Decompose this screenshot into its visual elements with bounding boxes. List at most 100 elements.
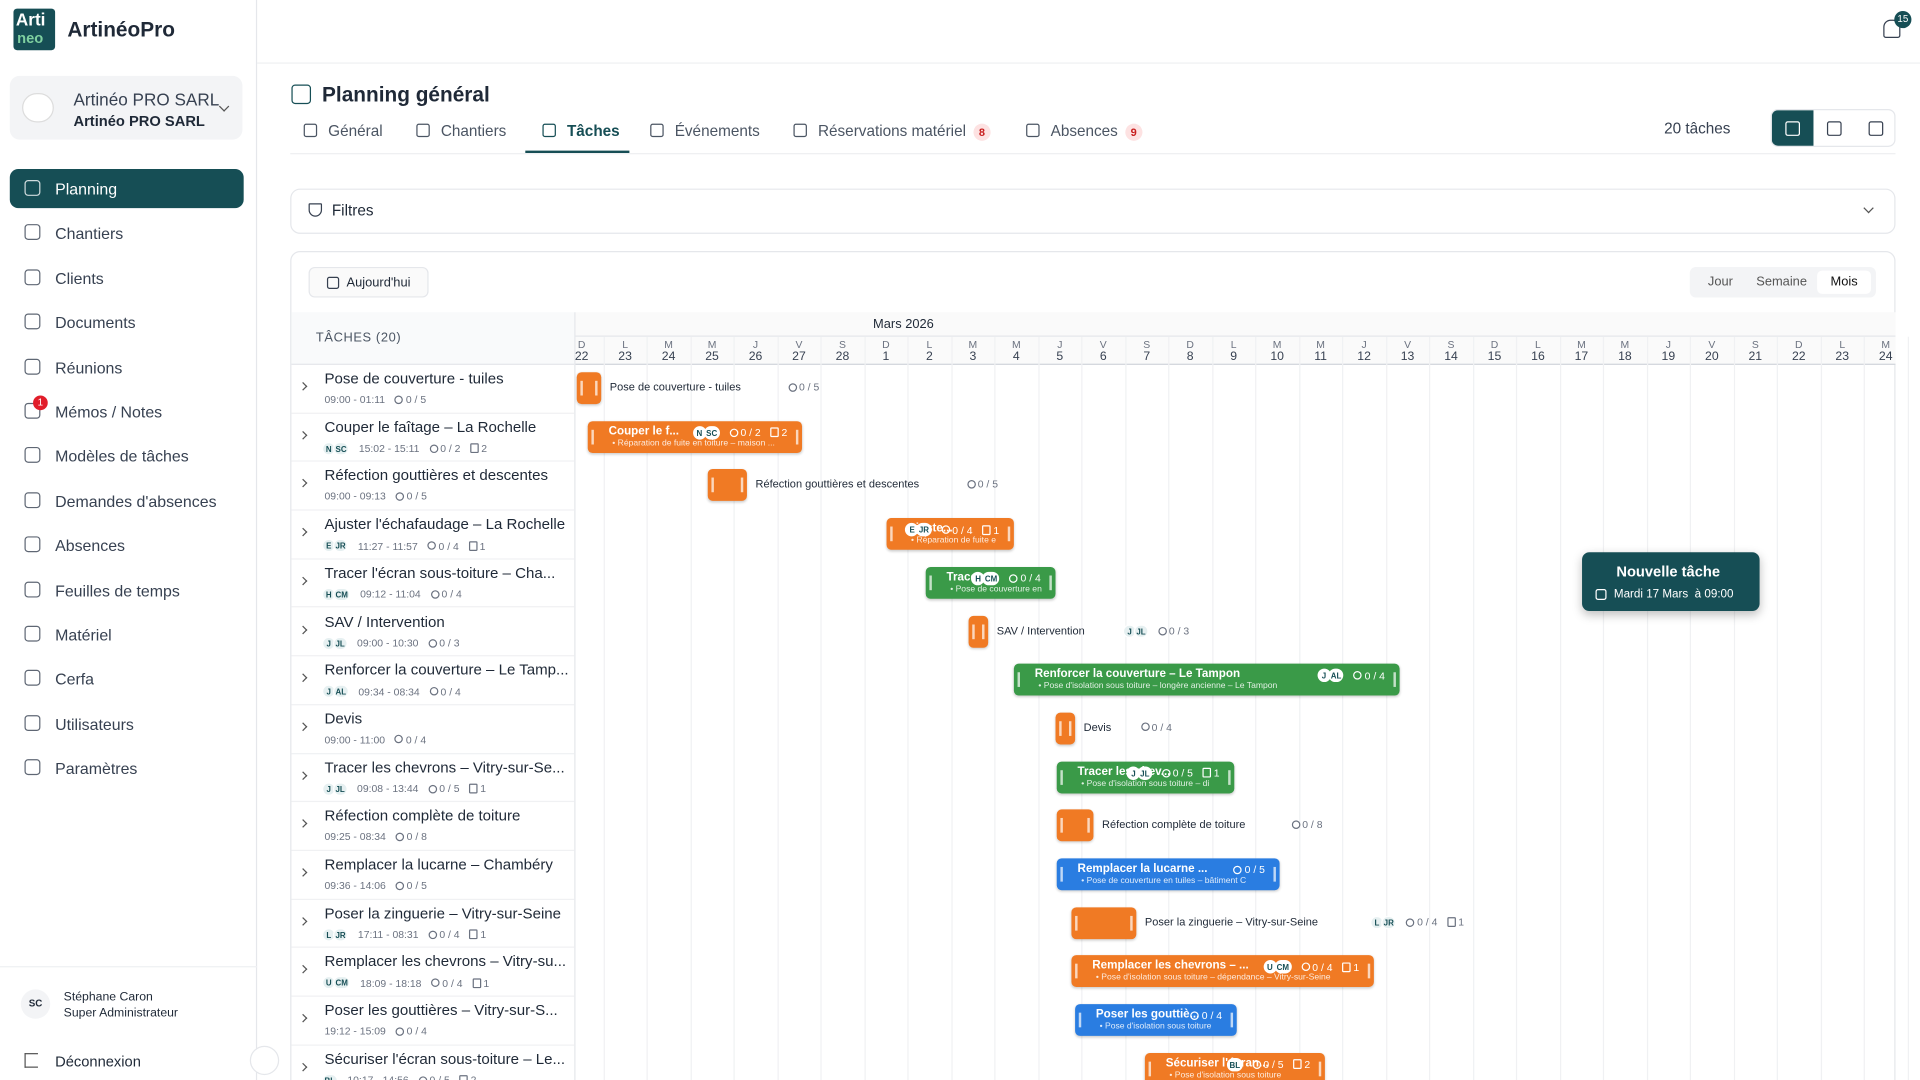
list-header-bg — [291, 312, 575, 365]
nav-item[interactable]: Matériel — [10, 615, 244, 654]
avatars: J JL — [1126, 766, 1152, 780]
task-row[interactable]: Ajuster l'échafaudage – La Rochelle E JR 11… — [291, 511, 575, 560]
task-title: Remplacer les chevrons – Vitry-su... — [324, 953, 567, 971]
task-bar[interactable]: Couper le f... • Réparation de fuite en t… — [587, 420, 803, 453]
nav-item[interactable]: Paramètres — [10, 748, 244, 787]
view-icon — [1785, 121, 1801, 136]
task-bar[interactable] — [1055, 712, 1076, 745]
task-title: Poser les gouttières – Vitry-sur-S... — [324, 1001, 558, 1019]
checklist-icon — [394, 394, 404, 404]
task-row[interactable]: Pose de couverture - tuiles 09:00 - 01:11… — [291, 365, 575, 414]
task-time: 09:08 - 13:44 — [357, 782, 419, 795]
day-of-week: M — [1881, 337, 1891, 351]
task-row[interactable]: Devis 09:00 - 11:00 0 / 4 — [291, 705, 575, 754]
grid-line — [820, 336, 822, 1080]
view-list[interactable] — [1855, 110, 1894, 146]
prev[interactable] — [1644, 121, 1654, 136]
task-bar[interactable]: Poser les gouttiè... • Pose d'isolation s… — [1075, 1004, 1237, 1037]
nav-item[interactable]: Chantiers — [10, 214, 244, 253]
logout[interactable]: Déconnexion — [22, 1051, 206, 1073]
task-row[interactable]: Couper le faîtage – La Rochelle N SC 15:02 … — [291, 413, 575, 463]
view-gantt[interactable] — [1771, 110, 1814, 146]
task-row[interactable]: Poser la zinguerie – Vitry-sur-Seine L JR 1… — [291, 900, 575, 949]
checklist: 0 / 4 — [427, 540, 459, 552]
today-button[interactable]: Aujourd'hui — [308, 266, 429, 298]
checklist-text: 0 / 5 — [1263, 1058, 1284, 1071]
task-bar[interactable]: Remplacer la lucarne ... • Pose de couver… — [1056, 858, 1280, 891]
nav-item[interactable]: Utilisateurs — [10, 704, 244, 743]
nav-item[interactable]: Planning — [9, 168, 244, 209]
task-row[interactable]: Tracer l'écran sous-toiture – Cha... H CM 0… — [291, 559, 575, 608]
nav-item[interactable]: Absences — [10, 526, 244, 565]
view-option[interactable]: Jour — [1707, 274, 1733, 289]
nav-item[interactable]: Mémos / Notes 1 — [10, 392, 244, 431]
nav-item[interactable]: Réunions — [10, 347, 244, 386]
task-row[interactable]: Remplacer la lucarne – Chambéry 09:36 - 1… — [291, 851, 575, 900]
popup-icon — [1595, 588, 1607, 601]
task-bar[interactable]: Sécuriser l'écran... • Pose d'isolation s… — [1144, 1052, 1325, 1080]
task-time: 09:25 - 08:34 — [324, 830, 386, 843]
nav-icon — [24, 180, 41, 196]
view-calendar[interactable] — [1813, 110, 1855, 146]
new-task-popup[interactable]: Nouvelle tâche Mardi 17 Mars à 09:00 — [1582, 552, 1760, 612]
tab[interactable]: Absences 9 — [1026, 118, 1143, 154]
tab[interactable]: Tâches — [525, 118, 630, 154]
day-number: 17 — [1574, 350, 1589, 364]
avatar: JR — [333, 927, 349, 942]
filter-bar[interactable] — [290, 188, 1896, 234]
day-of-week: D — [577, 337, 586, 351]
files-icon — [470, 443, 479, 454]
checklist-icon — [1233, 865, 1243, 874]
tab[interactable]: Événements — [650, 118, 760, 154]
tab[interactable]: Réservations matériel 8 — [793, 118, 991, 154]
avatar: AL — [333, 684, 349, 699]
task-bar[interactable] — [576, 372, 602, 405]
nav-item[interactable]: Documents — [10, 303, 244, 342]
task-bar[interactable] — [707, 469, 747, 502]
day-of-week: M — [707, 337, 717, 351]
task-row[interactable]: Sécuriser l'écran sous-toiture – Le... BL… — [291, 1045, 574, 1080]
day-of-week: S — [1143, 337, 1151, 351]
nav-icon — [24, 670, 41, 687]
nav-item[interactable]: Modèles de tâches — [10, 436, 244, 475]
task-bar[interactable] — [1071, 906, 1137, 939]
notifications[interactable] — [1883, 19, 1901, 38]
checklist-icon — [395, 492, 405, 501]
task-row[interactable]: Réfection gouttières et descentes 09:00 -… — [291, 462, 575, 511]
nav-item[interactable]: Clients — [10, 258, 244, 297]
checklist-icon — [395, 881, 405, 890]
company-switcher[interactable]: Artinéo PRO SARL Artinéo PRO SARL — [9, 75, 243, 140]
task-row[interactable]: Réfection complète de toiture 09:25 - 08:… — [291, 802, 575, 852]
files: 2 — [459, 1074, 476, 1080]
day-of-week: V — [795, 337, 803, 351]
task-row[interactable]: Poser les gouttières – Vitry-sur-S... 19:… — [291, 997, 575, 1046]
task-row[interactable]: SAV / Intervention J JL 09:00 - 10:30 0 / 3 — [291, 608, 575, 657]
task-bar[interactable]: Renforcer la couverture – Le Tampon • Pos… — [1013, 663, 1400, 696]
view-option[interactable]: Semaine — [1756, 274, 1808, 289]
checklist-icon — [1009, 574, 1019, 583]
task-time: 09:00 - 09:13 — [324, 490, 386, 503]
task-bar[interactable]: Remplacer les chevrons – ... • Pose d'iso… — [1071, 955, 1374, 988]
sidebar-toggle[interactable] — [249, 1045, 280, 1076]
list-divider — [574, 312, 576, 1080]
nav-item[interactable]: Demandes d'absences — [10, 481, 244, 520]
task-row[interactable]: Renforcer la couverture – Le Tamp... J AL 0… — [291, 657, 575, 706]
tab[interactable]: Chantiers — [416, 118, 506, 154]
bar-sub: • Pose d'isolation sous toiture – longèr… — [1038, 682, 1278, 691]
task-bar[interactable] — [1056, 809, 1094, 842]
nav-badge: 1 — [33, 395, 48, 411]
task-bar[interactable] — [968, 615, 989, 648]
task-row[interactable]: Tracer les chevrons – Vitry-sur-Se... J JL… — [291, 754, 575, 803]
tab[interactable]: Général — [303, 118, 383, 154]
row-chevron — [298, 479, 308, 488]
task-bar[interactable]: Tracer les chev... • Pose d'isolation sou… — [1056, 761, 1235, 793]
view-option[interactable]: Mois — [1817, 270, 1872, 294]
task-row[interactable]: Remplacer les chevrons – Vitry-su... U CM 1… — [291, 948, 575, 997]
checklist-icon — [394, 735, 404, 744]
nav-item[interactable]: Feuilles de temps — [10, 570, 244, 609]
nav-item[interactable]: Cerfa — [10, 659, 244, 698]
checklist: 0 / 4 — [395, 1025, 427, 1037]
row-chevron — [298, 722, 308, 731]
